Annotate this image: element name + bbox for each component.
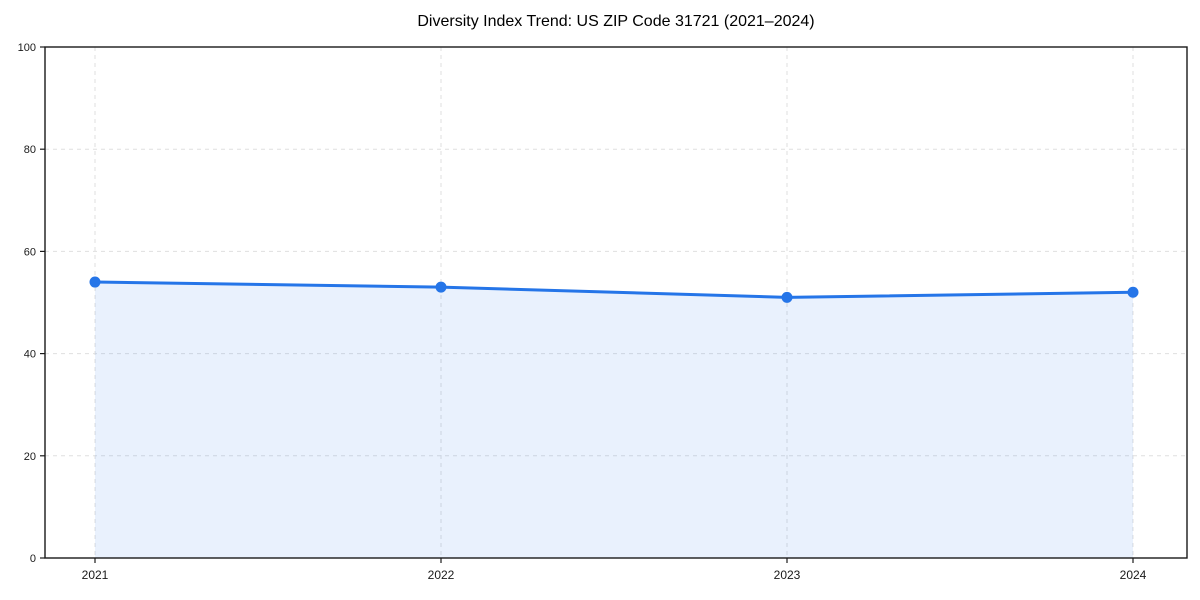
y-tick-label: 60 bbox=[24, 246, 36, 258]
y-tick-label: 20 bbox=[24, 451, 36, 463]
y-tick-label: 100 bbox=[18, 42, 36, 54]
chart-title: Diversity Index Trend: US ZIP Code 31721… bbox=[417, 13, 815, 30]
axes-spines bbox=[44, 46, 1188, 559]
data-point-2022 bbox=[435, 281, 447, 293]
x-tick-label: 2024 bbox=[1120, 568, 1147, 582]
data-point-2023 bbox=[781, 291, 793, 303]
y-tick-label: 0 bbox=[30, 553, 36, 565]
x-tick-label: 2023 bbox=[774, 568, 801, 582]
y-tick-label: 40 bbox=[24, 349, 36, 361]
data-point-2024 bbox=[1127, 286, 1139, 298]
data-point-2021 bbox=[89, 276, 101, 288]
x-tick-label: 2021 bbox=[82, 568, 109, 582]
y-tick-label: 80 bbox=[24, 144, 36, 156]
area-fill bbox=[95, 282, 1133, 558]
x-tick-label: 2022 bbox=[428, 568, 455, 582]
trend-line bbox=[93, 280, 1135, 299]
